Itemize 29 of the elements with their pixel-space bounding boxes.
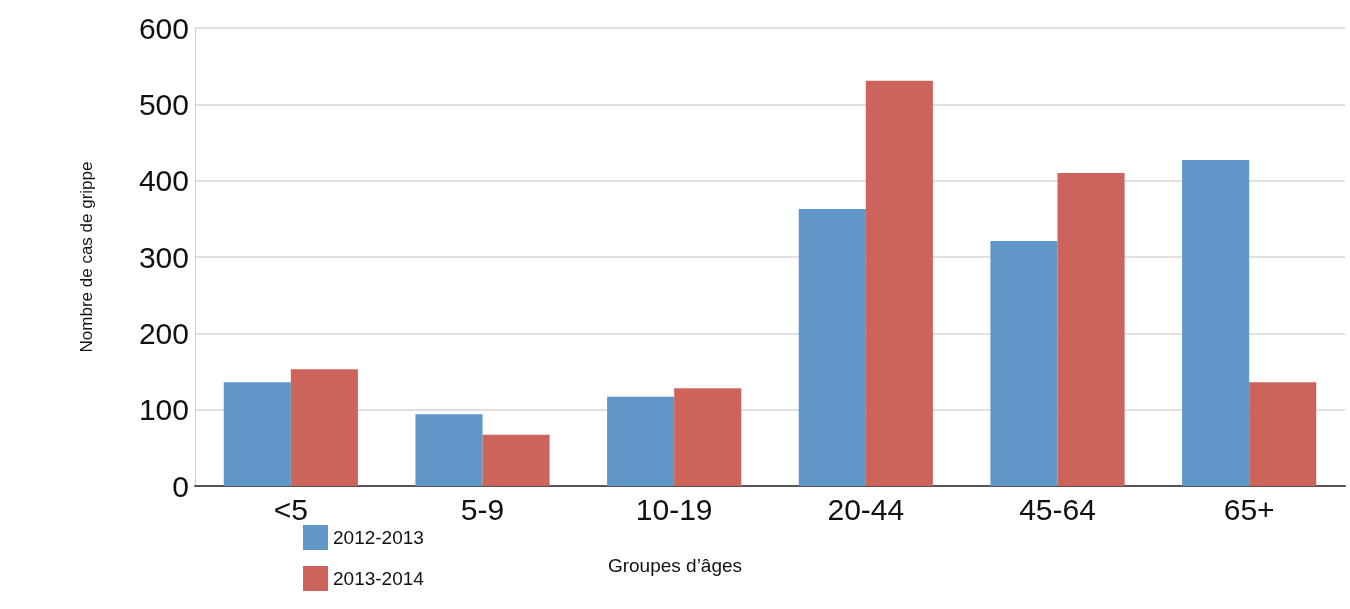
bar bbox=[1057, 173, 1125, 486]
legend-label: 2012-2013 bbox=[333, 527, 424, 548]
bar bbox=[1249, 382, 1317, 486]
y-tick-label: 0 bbox=[172, 469, 189, 503]
x-tick-label: 10-19 bbox=[635, 492, 713, 526]
x-tick-label: 5-9 bbox=[460, 492, 505, 526]
bar bbox=[798, 208, 866, 486]
bar bbox=[482, 434, 550, 486]
bar bbox=[223, 382, 291, 486]
x-tick-label: 45-64 bbox=[1019, 492, 1096, 526]
y-tick-label: 400 bbox=[138, 164, 189, 198]
bar bbox=[865, 80, 933, 486]
x-tick-label: 65+ bbox=[1223, 492, 1275, 526]
bar bbox=[607, 396, 675, 486]
y-tick-label: 200 bbox=[138, 316, 189, 350]
x-tick-label: 20-44 bbox=[827, 492, 905, 526]
y-tick-label: 500 bbox=[138, 87, 189, 121]
y-tick-label: 100 bbox=[138, 393, 189, 427]
y-tick-label: 600 bbox=[138, 11, 189, 45]
bar bbox=[290, 369, 358, 486]
bar bbox=[415, 414, 483, 486]
x-tick-label: <5 bbox=[273, 492, 308, 526]
y-axis-title: Nombre de cas de grippe bbox=[77, 161, 96, 353]
legend-label: 2013-2014 bbox=[333, 568, 425, 589]
y-tick-label: 300 bbox=[138, 240, 189, 274]
bar bbox=[990, 240, 1058, 486]
bar bbox=[1182, 160, 1250, 486]
x-axis-title: Groupes d’âges bbox=[607, 555, 743, 576]
bar bbox=[674, 388, 742, 486]
